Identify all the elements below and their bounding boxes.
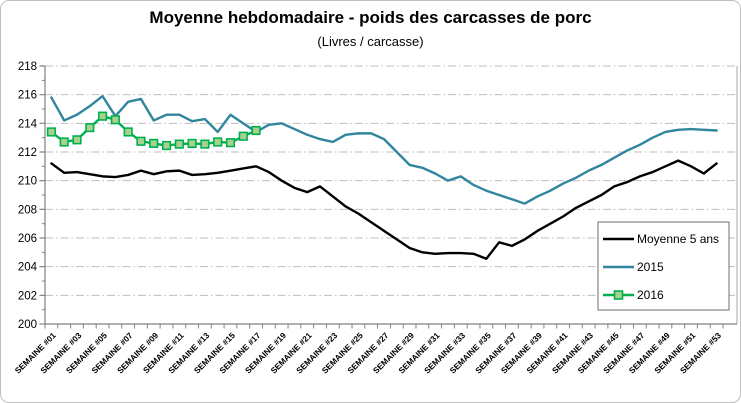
series-marker-2016 <box>200 139 210 149</box>
y-axis-tick-label: 210 <box>18 176 37 188</box>
series-marker-2016 <box>225 138 236 148</box>
legend-label-2016: 2016 <box>637 288 664 302</box>
series-marker-2016 <box>136 136 146 146</box>
series-marker-2016 <box>187 138 197 149</box>
series-marker-2016 <box>97 111 108 121</box>
chart-subtitle: (Livres / carcasse) <box>317 34 424 49</box>
y-axis-tick-label: 206 <box>18 233 37 245</box>
legend-marker-2016 <box>613 290 624 300</box>
series-marker-2016 <box>174 139 184 149</box>
series-marker-2016 <box>149 138 159 149</box>
series-marker-2016 <box>59 137 69 147</box>
series-marker-2016 <box>110 115 120 125</box>
y-axis-tick-label: 204 <box>18 262 38 274</box>
series-line-moyenne-5-ans <box>50 159 718 260</box>
legend-label-moyenne-5-ans: Moyenne 5 ans <box>637 232 719 246</box>
y-axis-tick-label: 208 <box>18 204 37 216</box>
series-marker-2016 <box>213 137 223 147</box>
legend-label-2015: 2015 <box>637 260 664 274</box>
y-axis-tick-label: 212 <box>18 147 37 159</box>
series-marker-2016 <box>46 127 56 137</box>
series-marker-2016 <box>238 131 248 141</box>
y-axis-tick-label: 200 <box>18 319 37 331</box>
series-marker-2016 <box>251 125 261 136</box>
y-axis-tick-label: 202 <box>18 290 37 302</box>
y-axis-tick-label: 216 <box>18 90 37 102</box>
series-marker-2016 <box>85 123 95 133</box>
chart-title: Moyenne hebdomadaire - poids des carcass… <box>149 8 592 27</box>
series-marker-2016 <box>72 135 82 145</box>
series-marker-2016 <box>123 127 133 137</box>
series-line-2015 <box>50 94 718 205</box>
series-marker-2016 <box>161 140 172 151</box>
y-axis-tick-label: 214 <box>18 118 38 130</box>
y-axis-tick-label: 218 <box>18 61 37 73</box>
